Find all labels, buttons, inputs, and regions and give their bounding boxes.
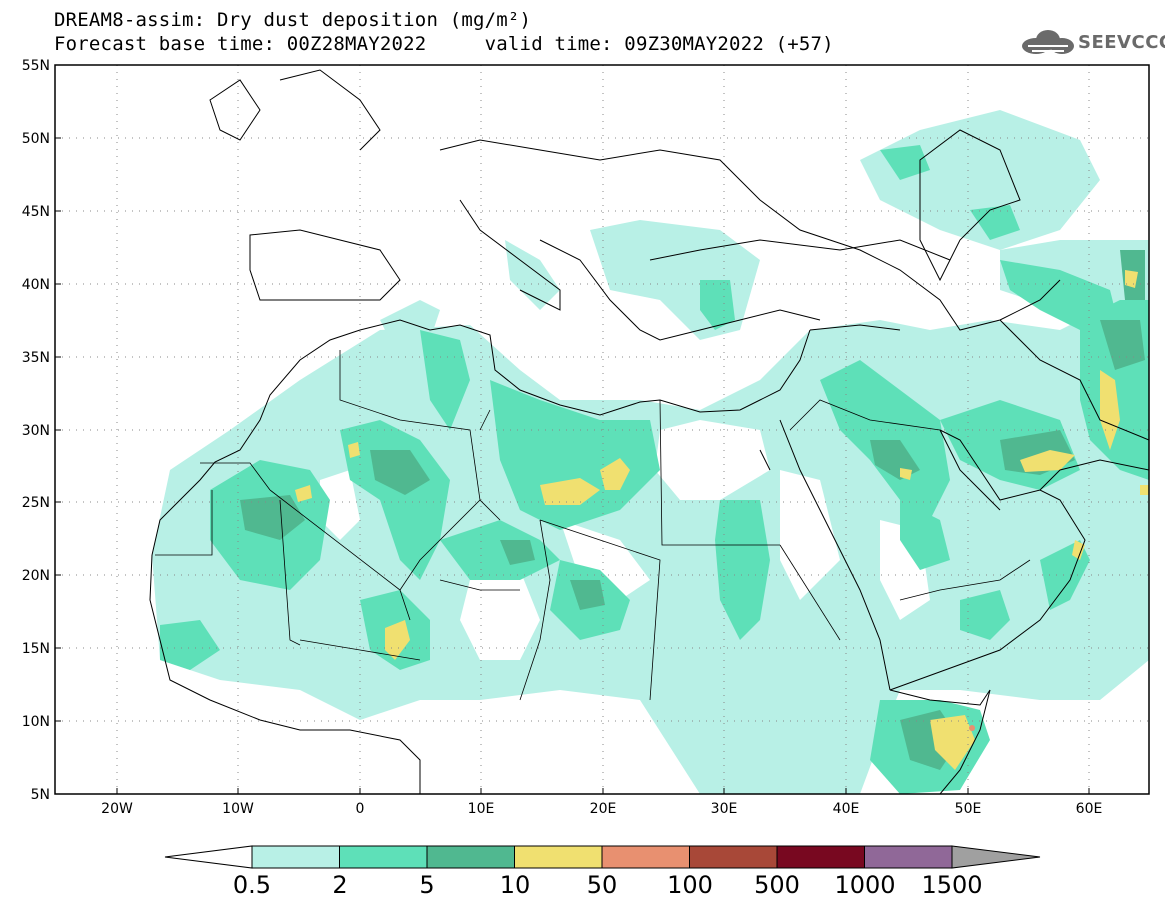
colorbar-swatch [339,845,428,869]
colorbar-swatches [164,845,1041,869]
lon-label: 60E [1076,801,1103,817]
colorbar-label: 0.5 [233,871,271,899]
lat-label: 50N [22,131,50,147]
map-title: DREAM8-assim: Dry dust deposition (mg/m²… [54,9,532,31]
lon-label: 20W [101,801,133,817]
lon-label: 20E [590,801,617,817]
colorbar-label: 5 [419,871,434,899]
lon-label: 10W [222,801,254,817]
dust-field [152,110,1149,794]
lat-label: 45N [22,204,50,220]
colorbar-label: 10 [500,871,531,899]
colorbar-swatch [251,845,340,869]
map-subtitle: Forecast base time: 00Z28MAY2022 valid t… [54,33,834,55]
colorbar-label: 1000 [834,871,895,899]
coastlines [149,69,1149,794]
lat-label: 40N [22,277,50,293]
lon-label: 40E [833,801,860,817]
colorbar-label: 500 [754,871,800,899]
colorbar-label: 50 [587,871,618,899]
colorbar-swatch [864,845,953,869]
lon-label: 10E [468,801,495,817]
lat-labels: 55N 50N 45N 40N 35N 30N 25N 20N 15N 10N … [22,58,50,803]
colorbar-over-triangle [951,845,1041,869]
colorbar-label: 100 [667,871,713,899]
lat-label: 10N [22,714,50,730]
lon-labels: 20W 10W 0 10E 20E 30E 40E 50E 60E [101,801,1102,817]
cloud-icon [1022,30,1074,54]
lon-label: 0 [356,801,365,817]
colorbar-swatch [514,845,603,869]
lat-label: 5N [31,787,50,803]
lat-label: 55N [22,58,50,74]
map-grid [55,65,1149,794]
colorbar-label: 2 [332,871,347,899]
colorbar-swatch [601,845,690,869]
colorbar-swatch [776,845,865,869]
lat-label: 30N [22,423,50,439]
axis-ticks [55,137,1090,794]
lat-label: 15N [22,641,50,657]
country-borders [155,350,1031,701]
lat-label: 35N [22,350,50,366]
colorbar-under-triangle [164,845,253,869]
colorbar-labels: 0.5 2 5 10 50 100 500 1000 1500 [233,871,983,899]
logo-text: SEEVCCC [1078,32,1165,53]
lat-label: 25N [22,495,50,511]
lon-label: 50E [955,801,982,817]
colorbar-swatch [689,845,778,869]
colorbar-swatch [426,845,515,869]
lon-label: 30E [711,801,738,817]
lat-label: 20N [22,568,50,584]
colorbar-label: 1500 [921,871,982,899]
